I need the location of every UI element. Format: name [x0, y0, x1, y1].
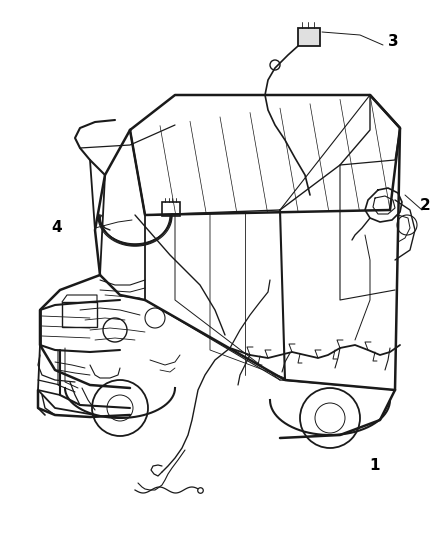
- Text: 4: 4: [52, 221, 62, 236]
- Text: 1: 1: [370, 457, 380, 472]
- Text: 3: 3: [388, 35, 398, 50]
- Bar: [62, 302, 97, 327]
- Text: 2: 2: [420, 198, 431, 213]
- Bar: [298, 28, 320, 46]
- Bar: [162, 202, 180, 216]
